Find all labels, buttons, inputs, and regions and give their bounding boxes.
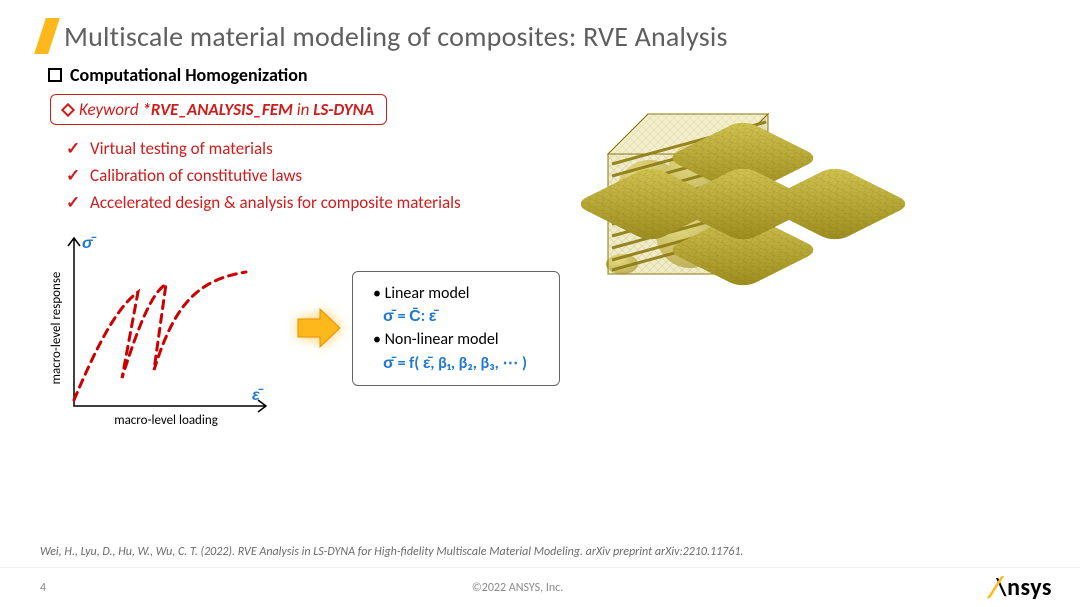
keyword-box: Keyword *RVE_ANALYSIS_FEM in LS-DYNA: [50, 94, 387, 125]
diamond-icon: [61, 102, 75, 116]
hollow-square-icon: [48, 68, 62, 82]
page-title: Multiscale material modeling of composit…: [64, 19, 728, 54]
figure-panel: [578, 94, 1040, 534]
arrow-icon: [294, 303, 344, 353]
woven-rve-figure: [578, 94, 908, 314]
stress-strain-chart: σ̄ ε̄ macro-level response macro-level l…: [46, 228, 286, 428]
y-axis-symbol: σ̄: [82, 234, 97, 253]
footer-copyright: ©2022 ANSYS, Inc.: [46, 581, 989, 595]
checklist: ✓ Virtual testing of materials ✓ Calibrati…: [66, 135, 560, 216]
keyword-product: LS-DYNA: [313, 99, 374, 120]
check-icon: ✓: [66, 192, 80, 213]
footer: 4 ©2022 ANSYS, Inc. /\nsys: [0, 567, 1080, 607]
nonlinear-model-eq: σ̄ = f( ε̄, β₁, β₂, β₃, ⋯ ): [383, 351, 545, 375]
nonlinear-model-label: Non-linear model: [373, 328, 545, 351]
accent-slash-icon: [34, 18, 60, 54]
model-box: Linear model σ̄ = C̄: ε̄ Non-linear mode…: [352, 271, 560, 386]
check-text: Virtual testing of materials: [90, 138, 273, 159]
y-axis-title: macro-level response: [49, 272, 64, 385]
list-item: ✓ Calibration of constitutive laws: [66, 162, 560, 189]
check-text: Calibration of constitutive laws: [90, 165, 302, 186]
keyword-prefix: Keyword: [79, 99, 142, 120]
citation: Wei, H., Lyu, D., Hu, W., Wu, C. T. (202…: [40, 545, 1040, 559]
chart-curve: [74, 272, 246, 400]
keyword-code: *RVE_ANALYSIS_FEM: [142, 99, 292, 120]
check-icon: ✓: [66, 165, 80, 186]
check-text: Accelerated design & analysis for compos…: [90, 192, 461, 213]
title-row: Multiscale material modeling of composit…: [40, 18, 1040, 54]
keyword-suffix: in: [293, 99, 313, 120]
x-axis-title: macro-level loading: [114, 413, 218, 428]
linear-model-eq: σ̄ = C̄: ε̄: [383, 305, 545, 328]
check-icon: ✓: [66, 138, 80, 159]
subhead: Computational Homogenization: [70, 64, 308, 86]
linear-model-label: Linear model: [373, 282, 545, 305]
subhead-row: Computational Homogenization: [48, 64, 1040, 86]
ansys-logo: /\nsys: [989, 569, 1052, 606]
logo-text: nsys: [1007, 573, 1052, 602]
list-item: ✓ Accelerated design & analysis for compo…: [66, 189, 560, 216]
list-item: ✓ Virtual testing of materials: [66, 135, 560, 162]
